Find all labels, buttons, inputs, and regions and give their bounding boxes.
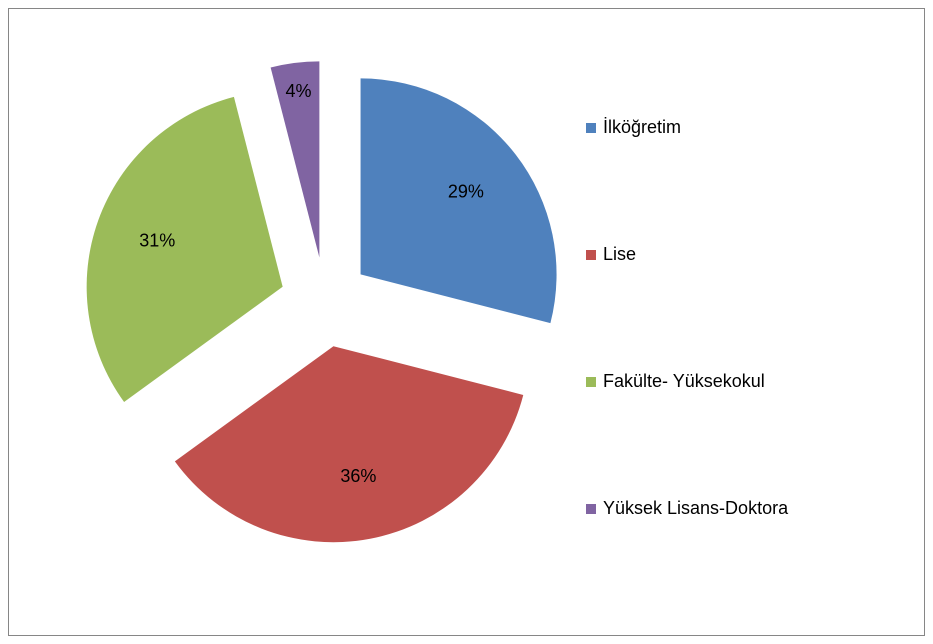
- legend-swatch: [586, 250, 596, 260]
- pie-slice: [360, 78, 557, 324]
- pie-slice: [270, 61, 320, 258]
- legend-label: Yüksek Lisans-Doktora: [603, 498, 789, 518]
- data-label: 31%: [139, 230, 175, 250]
- data-label: 4%: [285, 81, 311, 101]
- pie-slice: [86, 96, 283, 402]
- legend-label: Fakülte- Yüksekokul: [603, 371, 765, 391]
- legend-swatch: [586, 123, 596, 133]
- legend-swatch: [586, 504, 596, 514]
- legend-label: Lise: [603, 244, 636, 264]
- legend-swatch: [586, 377, 596, 387]
- data-label: 29%: [448, 181, 484, 201]
- data-label: 36%: [340, 466, 376, 486]
- pie-slice: [174, 346, 524, 543]
- legend-label: İlköğretim: [603, 117, 681, 137]
